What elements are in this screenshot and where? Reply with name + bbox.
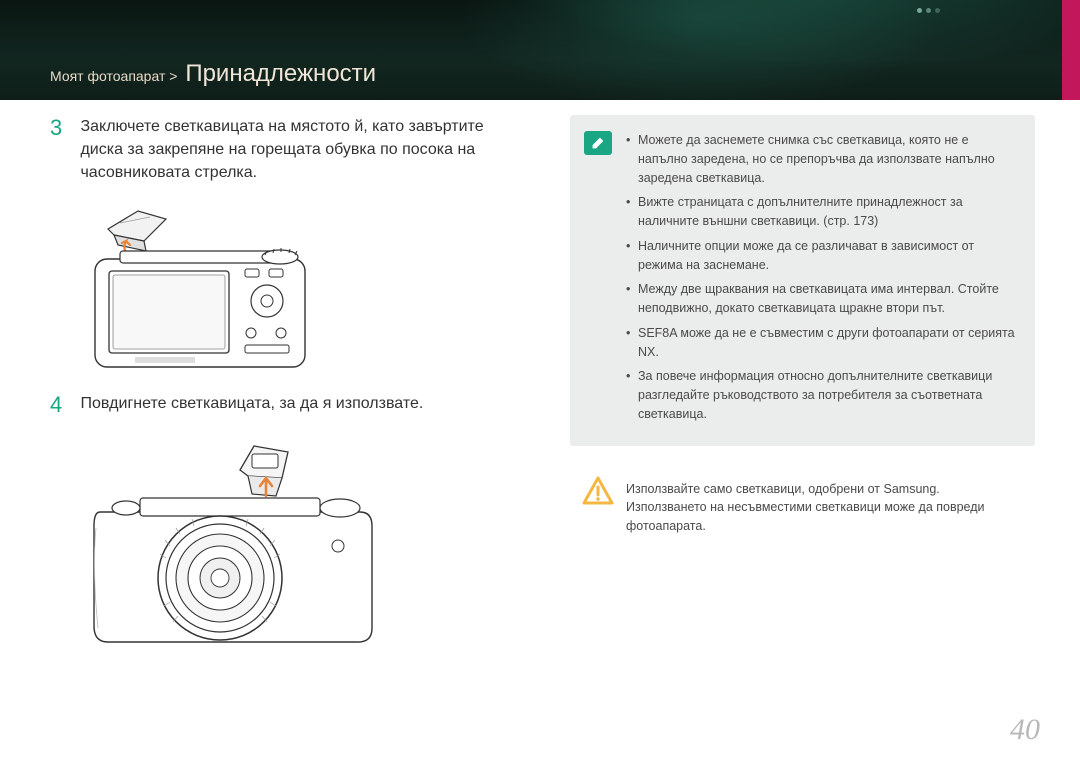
info-note-box: Можете да заснемете снимка със светкавиц… (570, 115, 1035, 446)
warning-triangle-icon (582, 476, 614, 512)
accent-bar (1062, 0, 1080, 100)
step-number: 3 (50, 115, 76, 141)
note-item: Вижте страницата с допълнителните принад… (626, 193, 1017, 231)
note-item: За повече информация относно допълнителн… (626, 367, 1017, 423)
step-4: 4 Повдигнете светкавицата, за да я изпол… (50, 392, 530, 418)
note-item: Можете да заснемете снимка със светкавиц… (626, 131, 1017, 187)
note-item: Между две щраквания на светкавицата има … (626, 280, 1017, 318)
camera-back-illustration (80, 209, 320, 374)
note-item: Наличните опции може да се различават в … (626, 237, 1017, 275)
breadcrumb-section: Принадлежности (185, 60, 376, 87)
page-number: 40 (1010, 713, 1040, 747)
step-text: Повдигнете светкавицата, за да я използв… (80, 392, 520, 415)
warning-text: Използвайте само светкавици, одобрени от… (626, 480, 1017, 536)
right-column: Можете да заснемете снимка със светкавиц… (570, 115, 1035, 550)
decorative-dots (917, 8, 940, 13)
note-list: Можете да заснемете снимка със светкавиц… (626, 131, 1017, 424)
step-3: 3 Заключете светкавицата на мястото й, к… (50, 115, 530, 185)
warning-box: Използвайте само светкавици, одобрени от… (570, 466, 1035, 550)
breadcrumb-parent: Моят фотоапарат > (50, 68, 177, 84)
page-header-band: Моят фотоапарат > Принадлежности (0, 0, 1080, 100)
page-content: 3 Заключете светкавицата на мястото й, к… (0, 115, 1080, 765)
step-text: Заключете светкавицата на мястото й, кат… (80, 115, 520, 185)
breadcrumb: Моят фотоапарат > Принадлежности (50, 60, 376, 88)
left-column: 3 Заключете светкавицата на мястото й, к… (50, 115, 530, 652)
camera-front-illustration (80, 442, 380, 652)
step-number: 4 (50, 392, 76, 418)
pen-note-icon (584, 131, 612, 155)
note-item: SEF8A може да не е съвместим с други фот… (626, 324, 1017, 362)
